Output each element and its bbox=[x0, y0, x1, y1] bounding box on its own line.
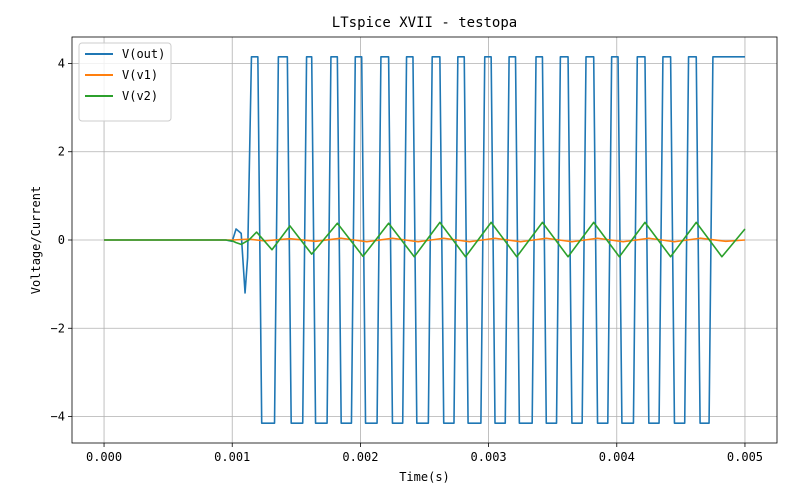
y-axis-label: Voltage/Current bbox=[29, 186, 43, 294]
series-line-v-out bbox=[104, 56, 745, 424]
series-line-v-v2 bbox=[104, 221, 746, 258]
legend-label-vout: V(out) bbox=[122, 47, 165, 61]
x-tick-label: 0.003 bbox=[471, 450, 507, 464]
y-tick-label: 4 bbox=[58, 56, 65, 70]
y-tick-label: −2 bbox=[51, 321, 65, 335]
tick-layer: 0.000 0.001 0.002 0.003 0.004 0.005 4 2 0 −2 −4 bbox=[51, 56, 763, 464]
legend-box bbox=[78, 42, 172, 122]
chart-title: LTspice XVII - testopa bbox=[332, 15, 517, 31]
x-tick-label: 0.002 bbox=[342, 450, 378, 464]
y-tick-label: 2 bbox=[58, 145, 65, 159]
legend: V(out) V(v1) V(v2) bbox=[78, 42, 172, 122]
x-tick-label: 0.000 bbox=[86, 450, 122, 464]
series-layer bbox=[104, 56, 746, 424]
legend-label-v1: V(v1) bbox=[122, 68, 158, 82]
x-axis-label: Time(s) bbox=[399, 470, 450, 484]
x-tick-label: 0.005 bbox=[727, 450, 763, 464]
x-tick-label: 0.004 bbox=[599, 450, 635, 464]
y-tick-label: 0 bbox=[58, 233, 65, 247]
x-tick-label: 0.001 bbox=[214, 450, 250, 464]
y-tick-label: −4 bbox=[51, 410, 65, 424]
legend-label-v2: V(v2) bbox=[122, 89, 158, 103]
